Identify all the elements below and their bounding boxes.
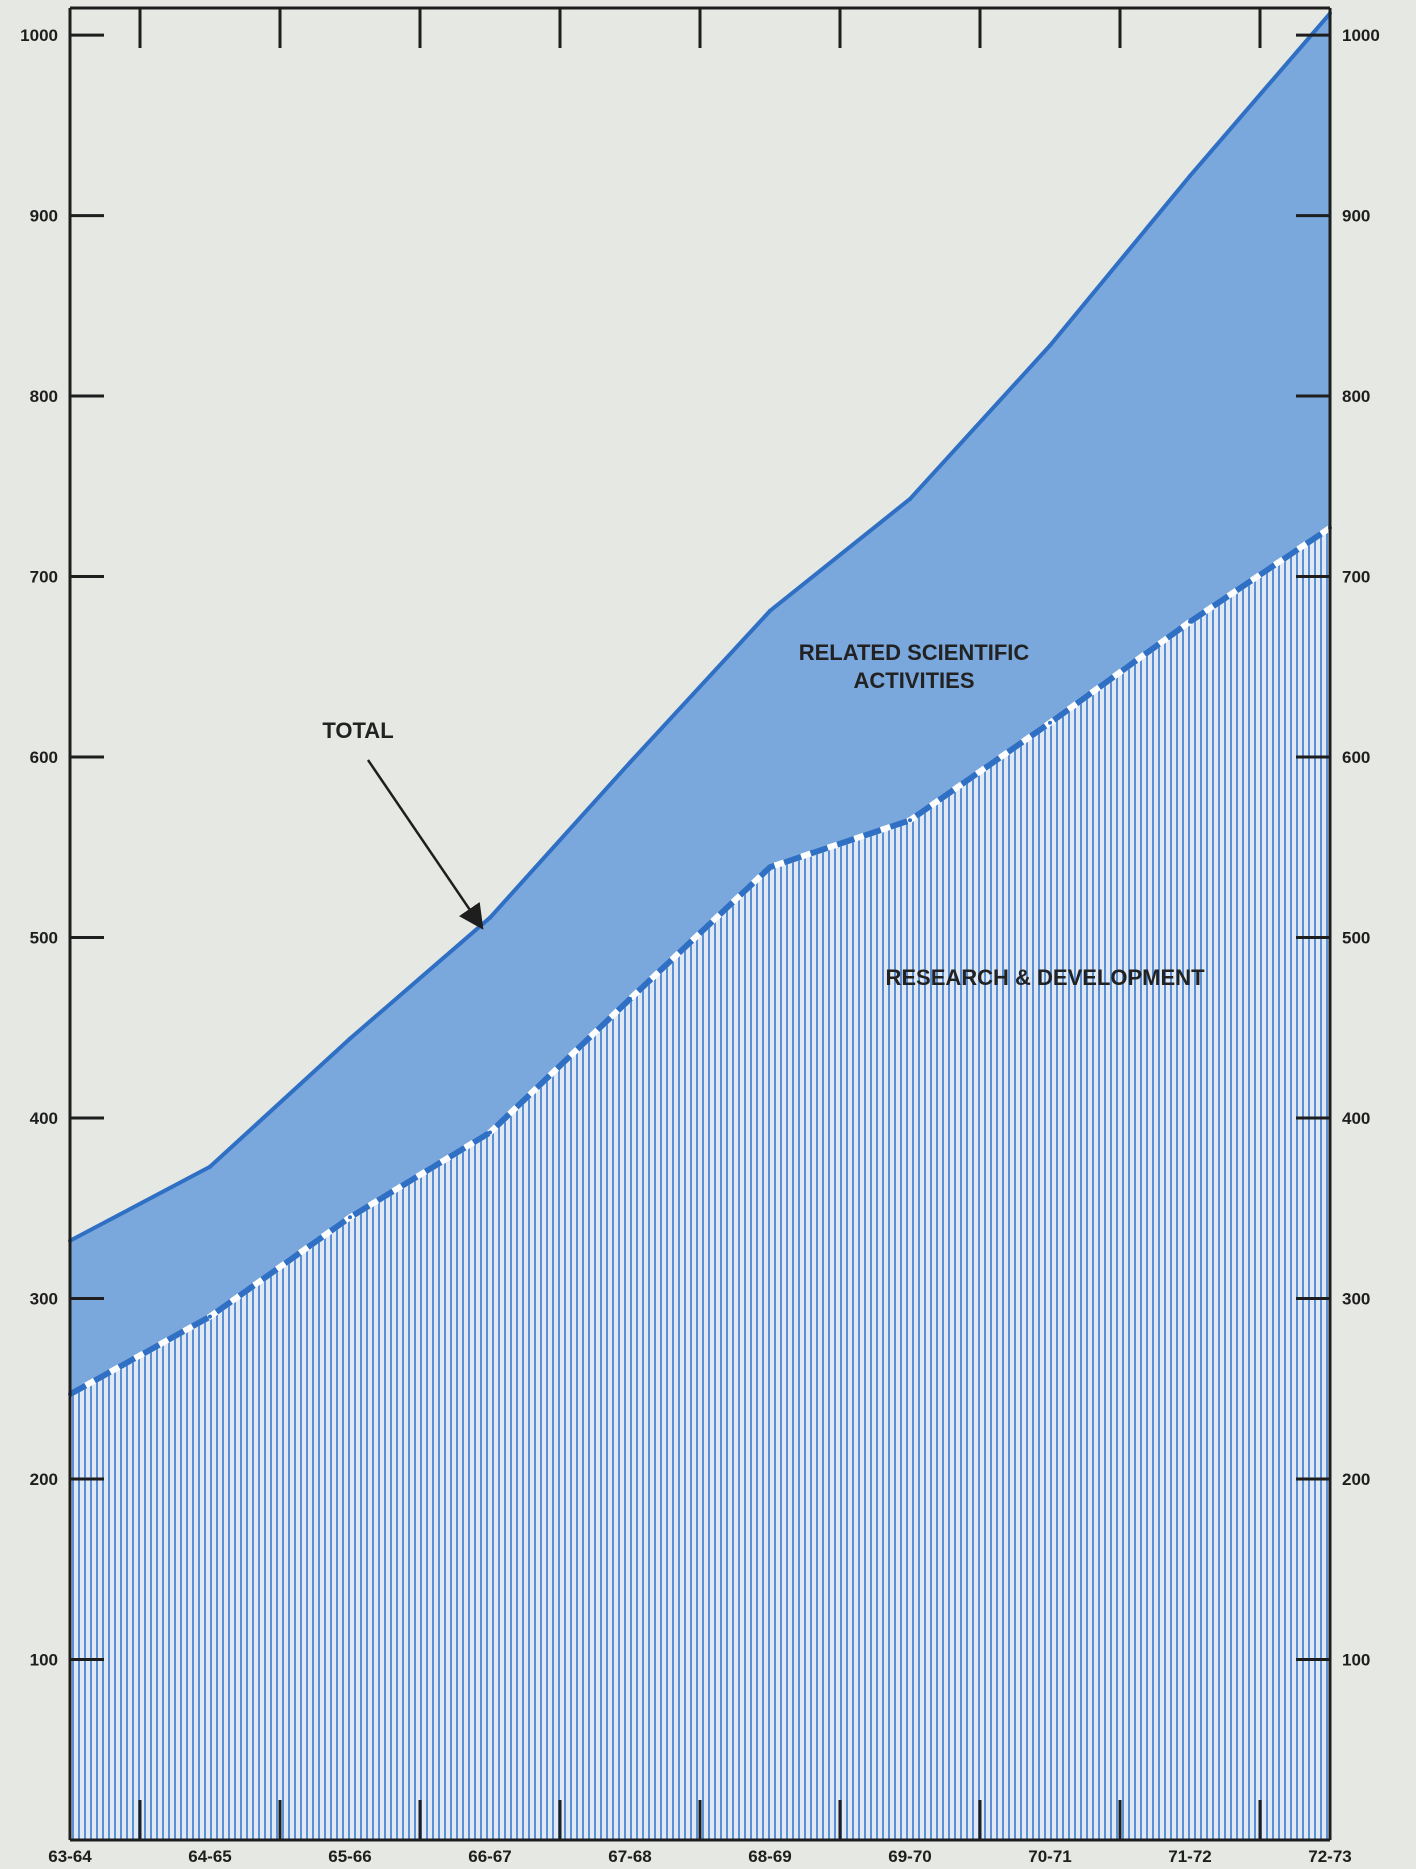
total-callout-arrow <box>366 759 484 930</box>
research-development-label: RESEARCH & DEVELOPMENT <box>885 965 1205 990</box>
left-tick-label-600: 600 <box>30 748 58 767</box>
right-tick-label-200: 200 <box>1342 1470 1370 1489</box>
right-tick-label-400: 400 <box>1342 1109 1370 1128</box>
x-tick-label-70-71: 70-71 <box>1028 1847 1071 1866</box>
area-layer <box>70 13 1330 1840</box>
x-tick-label-68-69: 68-69 <box>748 1847 791 1866</box>
right-tick-label-600: 600 <box>1342 748 1370 767</box>
x-tick-label-69-70: 69-70 <box>888 1847 931 1866</box>
rd-point-70-71 <box>1048 720 1052 725</box>
right-tick-label-500: 500 <box>1342 929 1370 948</box>
total-point-67-68 <box>628 760 632 765</box>
left-tick-label-700: 700 <box>30 568 58 587</box>
tick-label-layer: 100 200 300 400 500 600 700 800 900 1000 100 200 300… <box>20 26 1380 1866</box>
x-tick-label-63-64: 63-64 <box>48 1847 92 1866</box>
rd-series-line <box>68 525 1332 1397</box>
left-tick-label-400: 400 <box>30 1109 58 1128</box>
x-tick-label-72-73: 72-73 <box>1308 1847 1351 1866</box>
left-tick-label-900: 900 <box>30 207 58 226</box>
right-tick-label-800: 800 <box>1342 387 1370 406</box>
right-tick-label-1000: 1000 <box>1342 26 1380 45</box>
rd-point-71-72 <box>1188 619 1192 624</box>
total-callout-label: TOTAL <box>322 718 393 743</box>
annotation-layer: RELATED SCIENTIFIC ACTIVITIES RESEARCH & D… <box>322 640 1205 990</box>
right-tick-label-900: 900 <box>1342 207 1370 226</box>
related-scientific-activities-label-line1: RELATED SCIENTIFIC <box>799 640 1030 665</box>
rd-point-69-70 <box>908 818 912 823</box>
related-scientific-activities-area <box>70 13 1330 1395</box>
right-tick-label-300: 300 <box>1342 1290 1370 1309</box>
left-tick-label-200: 200 <box>30 1470 58 1489</box>
total-point-65-66 <box>348 1036 352 1041</box>
x-tick-label-71-72: 71-72 <box>1168 1847 1211 1866</box>
x-tick-label-66-67: 66-67 <box>468 1847 511 1866</box>
rd-point-65-66 <box>348 1215 352 1220</box>
x-tick-label-64-65: 64-65 <box>188 1847 231 1866</box>
axes-layer <box>68 6 1332 1842</box>
total-point-64-65 <box>208 1164 212 1169</box>
left-tick-label-100: 100 <box>30 1651 58 1670</box>
left-tick-label-300: 300 <box>30 1290 58 1309</box>
rd-point-66-67 <box>488 1130 492 1135</box>
rd-point-64-65 <box>208 1314 212 1319</box>
x-tick-label-65-66: 65-66 <box>328 1847 371 1866</box>
line-layer <box>68 11 1332 1397</box>
total-point-66-67 <box>488 915 492 920</box>
total-point-69-70 <box>908 496 912 501</box>
left-tick-label-800: 800 <box>30 387 58 406</box>
total-point-70-71 <box>1048 343 1052 348</box>
right-tick-label-100: 100 <box>1342 1651 1370 1670</box>
x-tick-label-67-68: 67-68 <box>608 1847 651 1866</box>
related-scientific-activities-label-line2: ACTIVITIES <box>853 668 974 693</box>
left-tick-label-500: 500 <box>30 929 58 948</box>
research-development-area <box>70 527 1330 1840</box>
rd-point-68-69 <box>768 865 772 870</box>
total-point-71-72 <box>1188 173 1192 178</box>
related-scientific-activities-label: RELATED SCIENTIFIC ACTIVITIES <box>799 640 1030 693</box>
total-point-68-69 <box>768 608 772 613</box>
rd-point-67-68 <box>628 996 632 1001</box>
total-series-line <box>69 12 1332 1243</box>
left-tick-label-1000: 1000 <box>20 26 58 45</box>
right-tick-label-700: 700 <box>1342 568 1370 587</box>
